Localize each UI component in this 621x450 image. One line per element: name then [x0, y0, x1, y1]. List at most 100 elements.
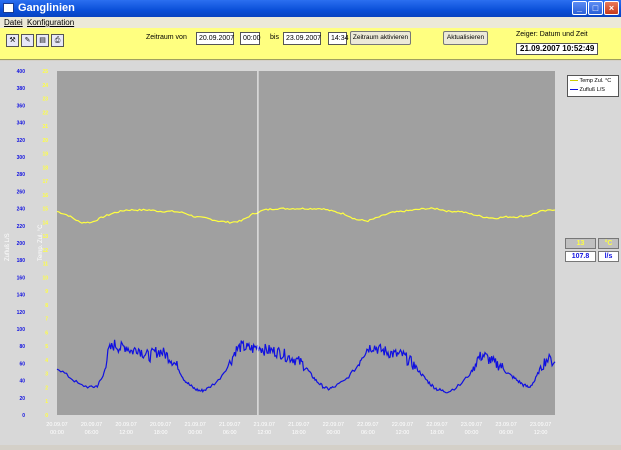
- x-tick-date-5: 21.09.07: [219, 422, 240, 428]
- close-button[interactable]: ×: [604, 1, 619, 15]
- y-left-tick-12: 240: [17, 207, 26, 213]
- chart-icon[interactable]: ✎: [21, 34, 34, 47]
- y-left-tick-14: 280: [17, 172, 26, 178]
- bis-date-input[interactable]: 23.09.2007: [283, 32, 321, 45]
- legend-temp-swatch: [570, 80, 578, 82]
- y-right-tick-18: 18: [42, 165, 48, 171]
- x-tick-date-7: 21.09.07: [288, 422, 309, 428]
- minimize-button[interactable]: _: [572, 1, 587, 15]
- menu-datei[interactable]: Datei: [4, 18, 23, 27]
- y-right-tick-15: 15: [42, 207, 48, 213]
- x-tick-date-6: 21.09.07: [254, 422, 275, 428]
- y-left-tick-5: 100: [17, 327, 26, 333]
- y-right-tick-16: 16: [42, 193, 48, 199]
- y-right-tick-6: 6: [45, 330, 48, 336]
- flow-readout-unit: l/s: [598, 251, 619, 262]
- x-tick-date-11: 22.09.07: [426, 422, 447, 428]
- y-right-tick-23: 23: [42, 97, 48, 103]
- x-tick-time-8: 00:00: [326, 430, 340, 436]
- legend: Temp Zul. °C Zufluß L/S: [567, 75, 619, 97]
- y-right-tick-8: 8: [45, 303, 48, 309]
- menu-konfiguration[interactable]: Konfiguration: [27, 18, 75, 27]
- bis-label: bis: [270, 34, 279, 41]
- legend-flow-swatch: [570, 89, 578, 91]
- y-left-tick-13: 260: [17, 189, 26, 195]
- table-icon[interactable]: ▤: [36, 34, 49, 47]
- x-tick-date-0: 20.09.07: [46, 422, 67, 428]
- y-right-tick-2: 2: [45, 385, 48, 391]
- x-tick-date-9: 22.09.07: [357, 422, 378, 428]
- y-left-tick-11: 220: [17, 224, 26, 230]
- x-tick-time-4: 00:00: [188, 430, 202, 436]
- y-left-axis-label: Zufluß L/S: [5, 233, 11, 261]
- y-right-tick-4: 4: [45, 358, 48, 364]
- y-right-tick-11: 11: [43, 262, 49, 268]
- y-left-tick-4: 80: [19, 344, 25, 350]
- legend-temp-label: Temp Zul. °C: [579, 78, 612, 84]
- x-tick-time-7: 18:00: [292, 430, 306, 436]
- y-right-axis-label: Temp. Zul. °C: [38, 224, 44, 261]
- y-left-tick-8: 160: [17, 275, 26, 281]
- title-bar[interactable]: Ganglinien _ □ ×: [0, 0, 621, 17]
- y-left-tick-18: 360: [17, 103, 26, 109]
- x-tick-date-1: 20.09.07: [81, 422, 102, 428]
- zeiger-datetime-field: 21.09.2007 10:52:49: [516, 43, 598, 55]
- y-right-tick-7: 7: [45, 317, 48, 323]
- y-left-tick-6: 120: [17, 310, 26, 316]
- aktualisieren-button[interactable]: Aktualisieren: [443, 31, 488, 45]
- x-tick-time-2: 12:00: [119, 430, 133, 436]
- y-left-tick-7: 140: [17, 293, 26, 299]
- menu-bar: Datei Konfiguration: [0, 17, 621, 28]
- app-icon: [3, 3, 14, 13]
- y-right-tick-20: 20: [42, 138, 48, 144]
- plot-background: [57, 71, 555, 415]
- x-tick-date-10: 22.09.07: [392, 422, 413, 428]
- flow-readout-value: 107.8: [565, 251, 596, 262]
- x-tick-time-10: 12:00: [396, 430, 410, 436]
- y-left-tick-1: 20: [19, 396, 25, 402]
- y-right-tick-1: 1: [45, 399, 48, 405]
- legend-flow-label: Zufluß L/S: [579, 87, 605, 93]
- x-tick-time-3: 18:00: [154, 430, 168, 436]
- y-right-tick-17: 17: [42, 179, 48, 185]
- y-left-tick-19: 380: [17, 86, 26, 92]
- von-time-input[interactable]: 00:00: [240, 32, 261, 45]
- y-right-tick-10: 10: [42, 275, 48, 281]
- legend-flow: Zufluß L/S: [570, 87, 605, 93]
- x-tick-time-14: 12:00: [534, 430, 548, 436]
- y-left-tick-10: 200: [17, 241, 26, 247]
- chart-area: 0 20 40 60 80 100 120 140 160 180 200 220 240 260 280 3…: [0, 61, 621, 445]
- y-right-tick-0: 0: [45, 413, 48, 419]
- x-tick-time-12: 00:00: [465, 430, 479, 436]
- x-tick-time-0: 00:00: [50, 430, 64, 436]
- y-right-tick-21: 21: [42, 124, 48, 130]
- ganglinien-chart[interactable]: 0204060801001201401601802002202402602803…: [0, 61, 621, 445]
- x-tick-date-14: 23.09.07: [530, 422, 551, 428]
- temp-readout-value: 13: [565, 238, 596, 249]
- y-right-tick-12: 12: [42, 248, 48, 254]
- x-tick-time-11: 18:00: [430, 430, 444, 436]
- legend-temp: Temp Zul. °C: [570, 78, 611, 84]
- von-date-input[interactable]: 20.09.2007: [196, 32, 234, 45]
- series-temp-line: [56, 207, 556, 224]
- y-left-tick-17: 340: [17, 121, 26, 127]
- x-tick-time-6: 12:00: [257, 430, 271, 436]
- y-right-tick-14: 14: [42, 220, 48, 226]
- window-title: Ganglinien: [18, 2, 75, 14]
- y-left-tick-9: 180: [17, 258, 26, 264]
- y-right-tick-5: 5: [45, 344, 48, 350]
- x-tick-time-13: 06:00: [499, 430, 513, 436]
- y-right-tick-3: 3: [45, 372, 48, 378]
- print-icon[interactable]: ⎙: [51, 34, 64, 47]
- x-tick-date-2: 20.09.07: [115, 422, 136, 428]
- bis-time-input[interactable]: 14:34: [328, 32, 349, 45]
- maximize-button[interactable]: □: [588, 1, 603, 15]
- zeitraum-aktivieren-button[interactable]: Zeitraum aktivieren: [350, 31, 411, 45]
- x-tick-date-4: 21.09.07: [184, 422, 205, 428]
- x-tick-date-13: 23.09.07: [495, 422, 516, 428]
- y-right-tick-13: 13: [42, 234, 48, 240]
- y-right-tick-22: 22: [42, 110, 48, 116]
- tools-icon[interactable]: ⚒: [6, 34, 19, 47]
- x-tick-date-12: 23.09.07: [461, 422, 482, 428]
